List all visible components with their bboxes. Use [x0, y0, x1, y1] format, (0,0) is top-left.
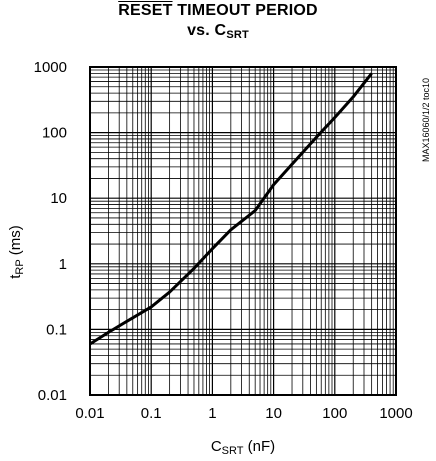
y-tick-label: 100 [42, 125, 67, 142]
chart-title-line1: RESET TIMEOUT PERIOD [0, 2, 436, 20]
x-tick-label: 100 [322, 405, 347, 422]
title-line1-rest: TIMEOUT PERIOD [172, 2, 318, 19]
x-tick-label: 1 [208, 405, 216, 422]
x-tick-label: 0.01 [75, 405, 104, 422]
chart-title-line2: vs. CSRT [0, 22, 436, 41]
series-line [89, 72, 373, 346]
plot-frame [89, 66, 397, 396]
grid [90, 67, 396, 395]
x-tick-label: 10 [265, 405, 282, 422]
watermark-code: MAX16060/1/2 toc10 [421, 78, 431, 162]
x-tick-label: 1000 [379, 405, 412, 422]
y-tick-label: 10 [50, 190, 67, 207]
y-tick-label: 1000 [34, 59, 67, 76]
title-line2-sub: SRT [226, 29, 249, 41]
y-axis-label: tRP (ms) [7, 225, 26, 279]
title-reset-overlined: RESET [118, 2, 173, 19]
x-tick-label: 0.1 [141, 405, 162, 422]
y-tick-label: 0.01 [38, 387, 67, 404]
title-line2-prefix: vs. C [187, 22, 227, 39]
x-axis-label: CSRT (nF) [211, 438, 275, 457]
y-tick-label: 1 [59, 256, 67, 273]
y-tick-label: 0.1 [46, 321, 67, 338]
axis-ticks: 0.01 0.1 1 10 100 1000 0.01 0.1 1 10 100 1000 [34, 59, 413, 422]
